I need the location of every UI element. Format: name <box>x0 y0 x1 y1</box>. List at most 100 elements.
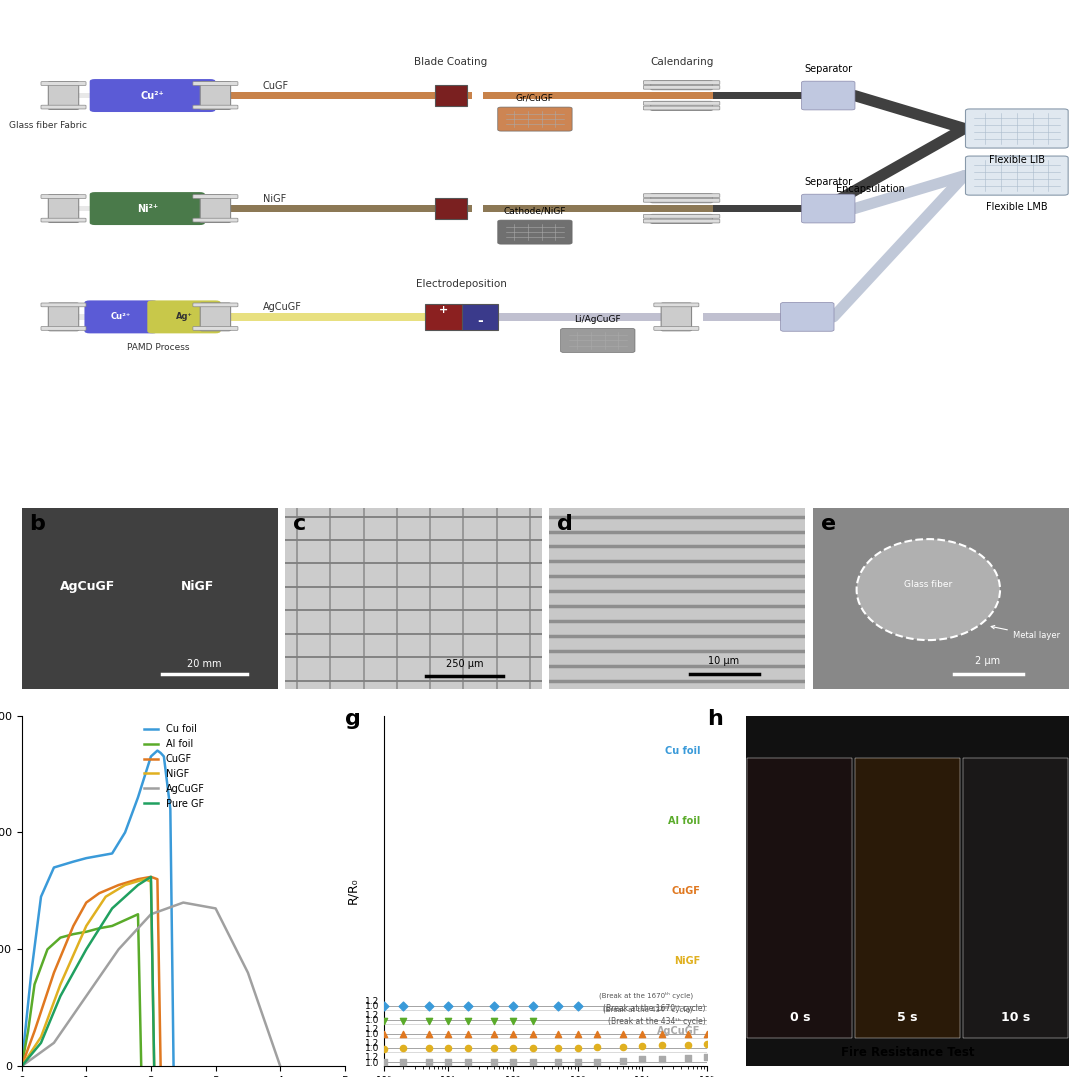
FancyBboxPatch shape <box>41 219 86 222</box>
FancyBboxPatch shape <box>41 195 86 198</box>
Point <box>485 1039 502 1057</box>
Text: Metal layer: Metal layer <box>991 626 1059 641</box>
Point <box>485 1012 502 1030</box>
Text: Flexible LIB: Flexible LIB <box>989 155 1044 165</box>
Point <box>504 1012 522 1030</box>
Point <box>524 1039 541 1057</box>
Al foil <box>106 920 119 933</box>
Point <box>485 1025 502 1043</box>
Text: Separator: Separator <box>805 178 852 187</box>
FancyBboxPatch shape <box>498 220 572 244</box>
Cu foil <box>35 891 48 904</box>
FancyBboxPatch shape <box>650 194 713 202</box>
Text: c: c <box>293 514 307 534</box>
Bar <box>713 92 808 99</box>
AgCuGF <box>145 908 158 921</box>
Y-axis label: R/R₀: R/R₀ <box>346 878 359 905</box>
Point <box>485 1053 502 1071</box>
FancyBboxPatch shape <box>781 303 834 332</box>
Text: Cathode/NiGF: Cathode/NiGF <box>503 207 566 215</box>
Point <box>634 1025 651 1043</box>
Point <box>375 1053 392 1071</box>
Point <box>394 1053 411 1071</box>
FancyBboxPatch shape <box>650 214 713 223</box>
Point <box>459 1039 476 1057</box>
Point <box>420 1025 437 1043</box>
Point <box>375 1040 392 1058</box>
Point <box>420 1053 437 1071</box>
Pure GF <box>148 1060 161 1073</box>
Text: (Break at the 1670ᵗʰ cycle): (Break at the 1670ᵗʰ cycle) <box>598 992 692 998</box>
FancyBboxPatch shape <box>801 194 855 223</box>
Point <box>699 1048 716 1065</box>
Point <box>550 1053 567 1071</box>
Point <box>459 1012 476 1030</box>
AgCuGF <box>15 1060 28 1073</box>
Bar <box>483 92 713 99</box>
Cu foil <box>48 861 60 873</box>
Cu foil <box>93 850 106 863</box>
Point <box>394 997 411 1015</box>
FancyBboxPatch shape <box>644 198 720 202</box>
Point <box>524 1053 541 1071</box>
CuGF <box>145 870 158 883</box>
NiGF <box>80 920 93 933</box>
Point <box>699 1025 716 1043</box>
Al foil <box>54 932 67 945</box>
Point <box>485 997 502 1015</box>
Bar <box>211 205 472 212</box>
AgCuGF <box>242 966 255 979</box>
Text: (Break at the 434ᵗʰ cycle): (Break at the 434ᵗʰ cycle) <box>608 1017 705 1026</box>
Point <box>569 1025 586 1043</box>
Point <box>524 1012 541 1030</box>
FancyBboxPatch shape <box>435 198 467 219</box>
Point <box>615 1025 632 1043</box>
Cu foil <box>15 1060 28 1073</box>
Text: Encapsulation: Encapsulation <box>836 184 905 195</box>
CuGF <box>80 896 93 909</box>
Point <box>420 997 437 1015</box>
Point <box>375 998 392 1016</box>
Al foil <box>28 978 41 991</box>
Al foil <box>15 1060 28 1073</box>
Bar <box>713 205 823 212</box>
Point <box>634 1037 651 1054</box>
Point <box>550 997 567 1015</box>
Point <box>569 1053 586 1071</box>
Point <box>653 1025 671 1043</box>
AgCuGF <box>48 1036 60 1049</box>
Pure GF <box>35 1036 48 1049</box>
Point <box>420 1039 437 1057</box>
CuGF <box>67 920 80 933</box>
NiGF <box>119 879 132 892</box>
Point <box>394 1012 411 1030</box>
FancyBboxPatch shape <box>200 82 231 110</box>
Text: h: h <box>707 709 723 728</box>
Text: Gr/CuGF: Gr/CuGF <box>516 94 554 102</box>
Point <box>375 1025 392 1043</box>
Pure GF <box>80 942 93 955</box>
Cu foil <box>158 750 171 763</box>
Bar <box>58 206 226 211</box>
FancyBboxPatch shape <box>644 214 720 219</box>
NiGF <box>54 978 67 991</box>
Cu foil <box>132 791 145 803</box>
FancyBboxPatch shape <box>200 303 231 331</box>
Point <box>653 1036 671 1053</box>
Text: Calendaring: Calendaring <box>650 57 713 67</box>
FancyBboxPatch shape <box>49 195 79 223</box>
NiGF <box>35 1031 48 1044</box>
Pure GF <box>132 879 145 892</box>
Cu foil <box>80 852 93 865</box>
Point <box>524 1025 541 1043</box>
Text: Glass fiber: Glass fiber <box>904 579 953 589</box>
Line: CuGF: CuGF <box>22 877 161 1066</box>
Cu foil <box>106 847 119 859</box>
Line: Pure GF: Pure GF <box>22 877 154 1066</box>
FancyBboxPatch shape <box>644 101 720 106</box>
Point <box>440 1012 457 1030</box>
FancyBboxPatch shape <box>644 85 720 89</box>
Text: AgCuGF: AgCuGF <box>60 579 116 592</box>
FancyBboxPatch shape <box>49 303 79 331</box>
AgCuGF <box>112 942 125 955</box>
